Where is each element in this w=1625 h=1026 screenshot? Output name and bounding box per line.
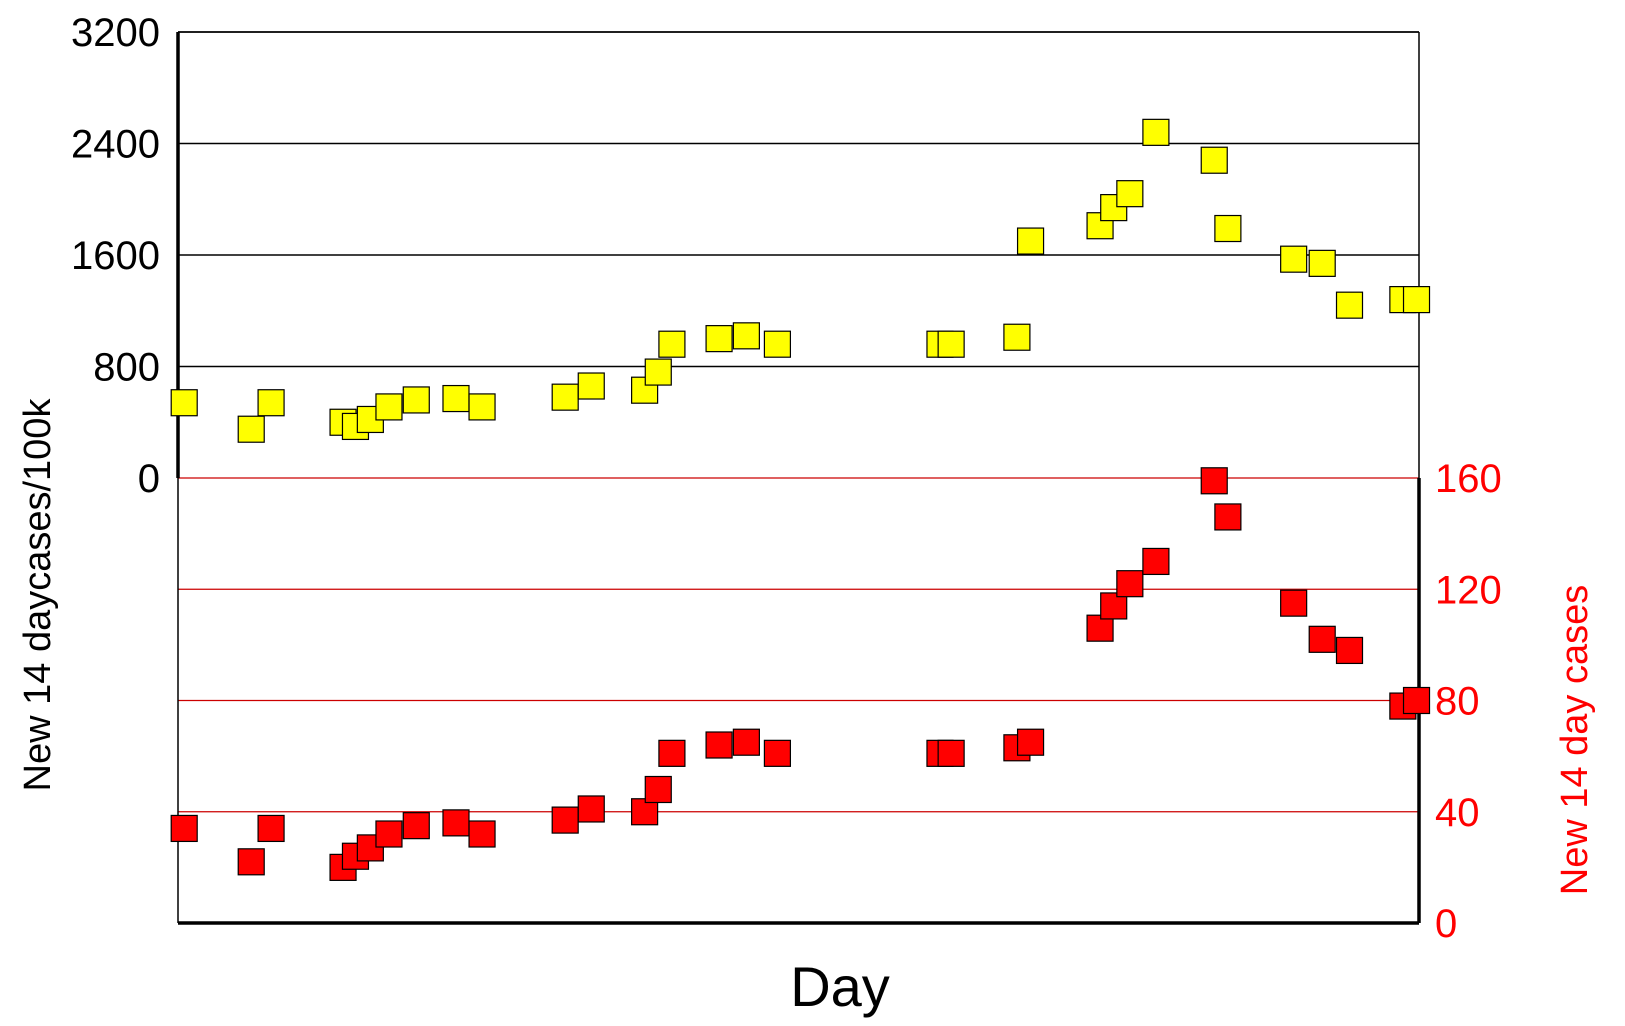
point-left-series xyxy=(402,386,430,414)
point-left-series xyxy=(732,322,760,350)
point-right-series xyxy=(937,739,965,767)
point-right-series xyxy=(257,814,285,843)
tick-label-right: 40 xyxy=(1435,791,1480,835)
tick-label-left: 3200 xyxy=(71,11,160,55)
x-axis-title: Day xyxy=(790,955,890,1018)
point-right-series xyxy=(1142,547,1170,576)
point-left-series xyxy=(375,393,403,421)
point-left-series xyxy=(1214,214,1242,243)
tick-label-left: 0 xyxy=(138,457,160,501)
y-axis-title-left: New 14 daycases/100k xyxy=(17,398,59,792)
point-left-series xyxy=(257,389,285,417)
point-right-series xyxy=(577,795,605,823)
point-right-series xyxy=(763,739,792,767)
point-right-series xyxy=(1335,636,1364,665)
point-right-series xyxy=(402,812,430,840)
point-right-series xyxy=(1116,570,1144,598)
y-axis-title-right: New 14 day cases xyxy=(1554,585,1596,896)
point-right-series xyxy=(1200,467,1228,495)
tick-label-left: 2400 xyxy=(71,123,160,167)
point-right-series xyxy=(442,809,470,837)
point-left-series xyxy=(1280,245,1308,273)
point-left-series xyxy=(1200,146,1228,174)
point-left-series xyxy=(1016,227,1045,255)
point-right-series xyxy=(170,814,198,843)
tick-label-right: 80 xyxy=(1435,680,1480,724)
point-left-series xyxy=(1116,180,1144,208)
point-left-series xyxy=(1335,291,1364,319)
point-right-series xyxy=(1016,728,1045,756)
point-left-series xyxy=(763,330,792,358)
tick-label-left: 1600 xyxy=(71,234,160,278)
point-right-series xyxy=(705,731,733,759)
point-right-series xyxy=(1214,503,1242,531)
point-left-series xyxy=(1402,286,1431,314)
point-left-series xyxy=(937,330,965,358)
point-left-series xyxy=(237,415,265,443)
axes xyxy=(176,31,1421,925)
point-left-series xyxy=(442,384,470,413)
point-right-series xyxy=(1280,589,1308,617)
point-left-series xyxy=(1003,323,1031,351)
point-right-series xyxy=(1402,686,1431,715)
point-left-series xyxy=(468,393,496,421)
point-left-series xyxy=(644,358,672,386)
data-series xyxy=(170,118,1431,881)
point-right-series xyxy=(237,848,265,876)
tick-labels: 0 800 1600 2400 3200 0 40 80 120 160 xyxy=(71,11,1502,946)
tick-label-right: 160 xyxy=(1435,457,1502,501)
point-right-series xyxy=(468,820,496,848)
point-right-series xyxy=(1308,625,1336,653)
point-right-series xyxy=(658,739,686,767)
tick-label-right: 0 xyxy=(1435,902,1457,946)
point-left-series xyxy=(705,325,733,353)
point-left-series xyxy=(1142,118,1170,146)
point-left-series xyxy=(658,330,686,358)
point-right-series xyxy=(732,728,760,756)
point-left-series xyxy=(170,389,198,417)
point-left-series xyxy=(577,372,605,400)
point-right-series xyxy=(551,806,579,834)
tick-label-right: 120 xyxy=(1435,568,1502,612)
tick-label-left: 800 xyxy=(93,346,160,390)
point-left-series xyxy=(1308,249,1336,277)
point-left-series xyxy=(551,383,579,411)
point-right-series xyxy=(644,775,672,804)
point-right-series xyxy=(375,820,403,848)
